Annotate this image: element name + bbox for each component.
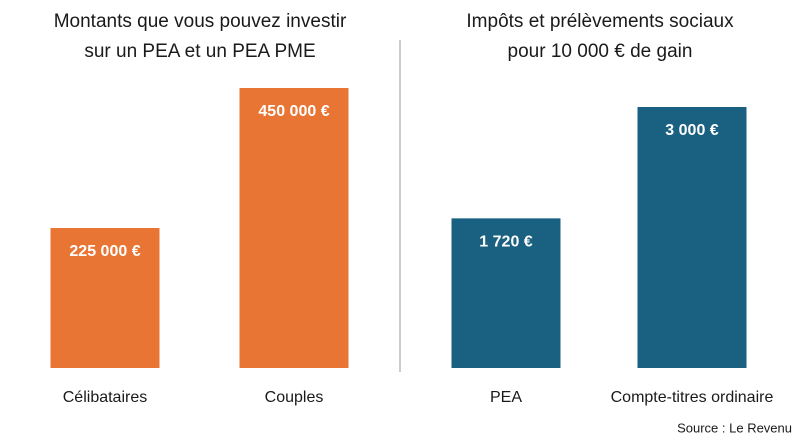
chart-title: Impôts et prélèvements sociaux bbox=[466, 11, 734, 32]
chart-title: Montants que vous pouvez investir bbox=[54, 11, 347, 32]
value-label: 450 000 € bbox=[258, 103, 329, 120]
bar bbox=[451, 218, 561, 368]
value-label: 3 000 € bbox=[665, 122, 718, 139]
bar bbox=[50, 228, 160, 368]
chart-title: sur un PEA et un PEA PME bbox=[84, 41, 315, 62]
x-tick-label: Célibataires bbox=[63, 389, 147, 406]
chart-title: pour 10 000 € de gain bbox=[508, 41, 693, 62]
source: Source : Le Revenu bbox=[677, 420, 792, 435]
value-label: 225 000 € bbox=[69, 243, 140, 260]
value-label: 1 720 € bbox=[479, 234, 532, 251]
x-tick-label: PEA bbox=[490, 389, 522, 406]
bar bbox=[637, 107, 747, 368]
x-tick-label: Couples bbox=[265, 389, 324, 406]
bar bbox=[239, 88, 349, 368]
x-tick-label: Compte-titres ordinaire bbox=[611, 389, 774, 406]
